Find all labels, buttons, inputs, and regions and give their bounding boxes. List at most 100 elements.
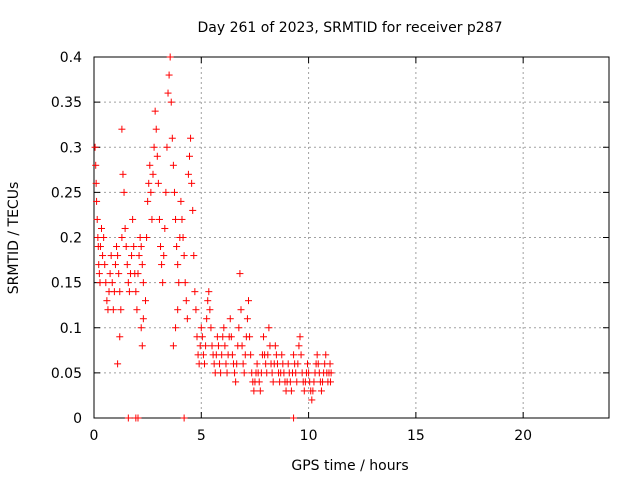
data-point [308, 396, 316, 404]
data-point [189, 206, 197, 214]
data-point [137, 243, 145, 251]
data-point [162, 188, 170, 196]
y-tick-label: 0.1 [60, 321, 82, 337]
data-point [264, 351, 272, 359]
data-point [305, 369, 313, 377]
data-point [214, 342, 222, 350]
data-point [103, 297, 111, 305]
data-point [223, 369, 231, 377]
data-point [169, 342, 177, 350]
data-point [205, 288, 213, 296]
data-point [203, 315, 211, 323]
data-point [132, 288, 140, 296]
data-point [118, 125, 126, 133]
data-point [188, 179, 196, 187]
data-point [204, 297, 212, 305]
data-point [160, 252, 168, 260]
data-point [326, 360, 334, 368]
data-point [187, 134, 195, 142]
data-point [216, 360, 224, 368]
y-tick-label: 0.3 [60, 140, 82, 156]
data-point [149, 170, 157, 178]
data-point [133, 306, 141, 314]
data-point [102, 279, 110, 287]
y-tick-label: 0.15 [51, 276, 82, 292]
data-point [222, 360, 230, 368]
data-point [236, 270, 244, 278]
data-point [220, 324, 228, 332]
data-point [198, 333, 206, 341]
data-point [138, 342, 146, 350]
data-point [128, 252, 136, 260]
data-point [327, 369, 335, 377]
data-point [304, 360, 312, 368]
data-point [174, 306, 182, 314]
data-point [152, 125, 160, 133]
data-point [129, 215, 137, 223]
data-point [91, 143, 99, 151]
chart-title: Day 261 of 2023, SRMTID for receiver p28… [197, 20, 502, 36]
data-point [246, 333, 254, 341]
data-point [153, 152, 161, 160]
data-point [235, 324, 243, 332]
data-point [269, 378, 277, 386]
data-point [161, 224, 169, 232]
data-point [180, 414, 188, 422]
data-point [98, 224, 106, 232]
data-point [130, 243, 138, 251]
data-point [117, 306, 125, 314]
data-point [278, 351, 286, 359]
data-point [122, 243, 130, 251]
data-point [96, 243, 104, 251]
data-point [118, 234, 126, 241]
data-point [106, 270, 114, 278]
x-tick-label: 0 [90, 428, 99, 444]
data-point [147, 188, 155, 196]
data-point [95, 261, 103, 269]
data-point [293, 378, 301, 386]
data-point [190, 252, 198, 260]
data-point [144, 197, 152, 205]
data-point [116, 333, 124, 341]
data-point [172, 215, 180, 223]
data-point [221, 342, 229, 350]
data-point [284, 360, 292, 368]
data-point [134, 270, 142, 278]
data-point [290, 351, 298, 359]
data-point [183, 315, 191, 323]
data-point [177, 197, 185, 205]
data-point [296, 333, 304, 341]
data-point [137, 324, 145, 332]
y-tick-label: 0.35 [51, 95, 82, 111]
data-point [168, 134, 176, 142]
data-point [93, 215, 101, 223]
data-point [92, 161, 100, 169]
data-point [182, 297, 190, 305]
data-point [232, 378, 240, 386]
data-points [91, 53, 335, 422]
data-point [192, 306, 200, 314]
data-point [184, 170, 192, 178]
data-point [206, 306, 214, 314]
data-point [143, 234, 151, 241]
data-point [163, 143, 171, 151]
data-point [114, 252, 122, 260]
data-point [218, 351, 226, 359]
y-tick-label: 0.05 [51, 366, 82, 382]
data-point [170, 188, 178, 196]
data-point [326, 378, 334, 386]
data-point [145, 179, 153, 187]
data-point [93, 197, 101, 205]
x-tick-label: 15 [407, 428, 425, 444]
data-point [181, 279, 189, 287]
data-point [239, 360, 247, 368]
data-point [219, 333, 227, 341]
data-point [158, 261, 166, 269]
data-point [199, 351, 207, 359]
data-point [247, 351, 255, 359]
data-point [136, 234, 144, 241]
data-point [121, 224, 129, 232]
data-point [154, 179, 162, 187]
